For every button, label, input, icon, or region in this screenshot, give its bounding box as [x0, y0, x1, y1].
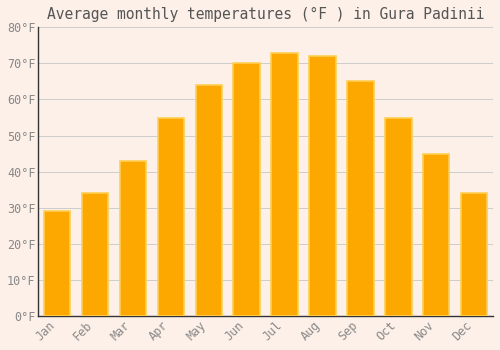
- Bar: [347, 82, 374, 316]
- Bar: [196, 85, 222, 316]
- Bar: [120, 161, 146, 316]
- Title: Average monthly temperatures (°F ) in Gura Padinii: Average monthly temperatures (°F ) in Gu…: [47, 7, 484, 22]
- Bar: [82, 193, 108, 316]
- Bar: [272, 52, 298, 316]
- Bar: [158, 118, 184, 316]
- Bar: [461, 193, 487, 316]
- Bar: [44, 211, 70, 316]
- Bar: [423, 154, 450, 316]
- Bar: [309, 56, 336, 316]
- Bar: [385, 118, 411, 316]
- Bar: [234, 63, 260, 316]
